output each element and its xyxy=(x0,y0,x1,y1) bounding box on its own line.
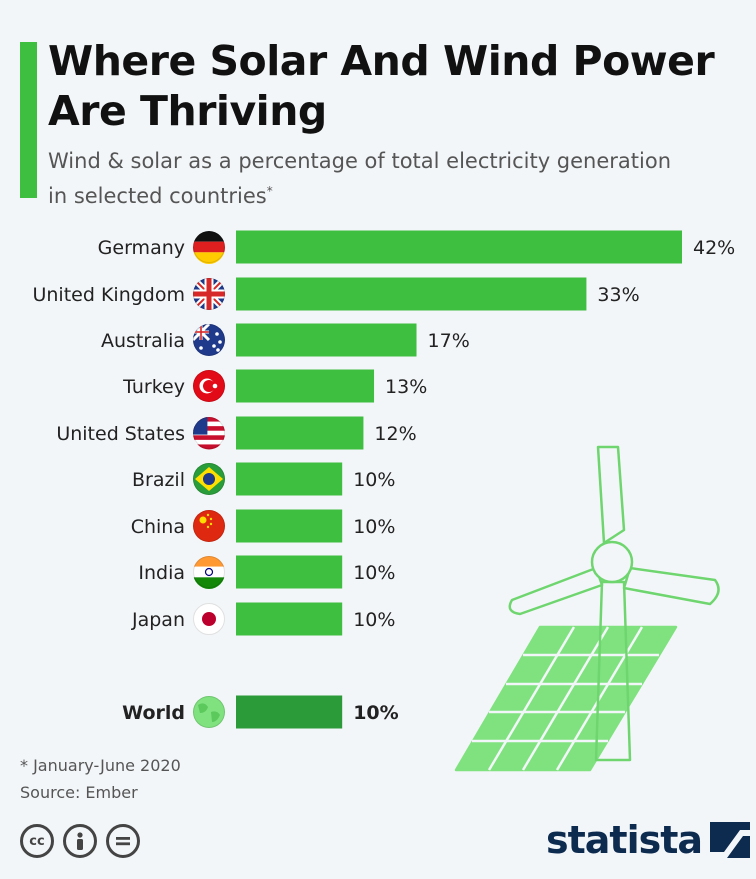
bars-layer: Germany 42%United Kingdom 33%Australia 17%T… xyxy=(32,230,735,729)
bar[interactable] xyxy=(236,416,364,450)
category-label: Australia xyxy=(101,330,185,352)
bar[interactable] xyxy=(236,695,343,729)
value-label: 10% xyxy=(353,562,395,584)
value-label: 10% xyxy=(353,516,395,538)
bar[interactable] xyxy=(236,323,417,357)
value-label: 13% xyxy=(385,376,427,398)
source: Source: Ember xyxy=(20,783,138,802)
cc-icon[interactable]: cc xyxy=(20,824,54,858)
accent-bar xyxy=(20,42,37,198)
bar[interactable] xyxy=(236,277,587,311)
germany-flag-icon xyxy=(193,231,225,264)
bar-row: United Kingdom 33% xyxy=(32,277,640,311)
bar[interactable] xyxy=(236,462,343,496)
category-label: World xyxy=(122,702,185,724)
turbine-hub xyxy=(590,540,634,584)
value-label: 10% xyxy=(353,609,395,631)
globe-icon xyxy=(193,696,225,728)
bar-row: India 10% xyxy=(138,555,395,589)
bar-row: World 10% xyxy=(122,695,399,729)
bar[interactable] xyxy=(236,555,343,589)
category-label: China xyxy=(131,516,185,538)
statista-logo-icon xyxy=(710,822,751,858)
bar-row: Brazil 10% xyxy=(132,462,395,496)
australia-flag-icon xyxy=(193,324,225,356)
india-flag-icon xyxy=(193,556,225,589)
bar-row: China 10% xyxy=(131,509,395,543)
category-label: United Kingdom xyxy=(32,284,185,306)
license-icons: cc xyxy=(20,824,140,858)
brand-wordmark: statista xyxy=(546,818,703,862)
value-label: 17% xyxy=(428,330,470,352)
bar[interactable] xyxy=(236,602,343,636)
subtitle-line-2-text: in selected countries xyxy=(48,184,267,208)
brazil-flag-icon xyxy=(193,463,225,495)
bar-row: Germany 42% xyxy=(98,230,735,264)
value-label: 10% xyxy=(353,702,398,724)
solar-panel xyxy=(454,625,678,772)
value-label: 12% xyxy=(374,423,416,445)
windmill-solar-illustration xyxy=(454,445,720,772)
us-flag-icon xyxy=(193,417,225,450)
turkey-flag-icon xyxy=(193,370,225,402)
value-label: 33% xyxy=(597,284,639,306)
subtitle-line-2: in selected countries* xyxy=(48,176,748,211)
title-line-1: Where Solar And Wind Power xyxy=(48,37,715,85)
category-label: Germany xyxy=(98,237,185,259)
category-label: Turkey xyxy=(122,376,185,398)
category-label: Japan xyxy=(131,609,185,631)
china-flag-icon xyxy=(193,510,225,542)
no-derivatives-icon[interactable] xyxy=(106,824,140,858)
turbine-blade-top xyxy=(596,445,626,545)
category-label: India xyxy=(138,562,185,584)
bar-row: Australia 17% xyxy=(101,323,470,357)
subtitle-asterisk: * xyxy=(266,184,273,198)
chart-title: Where Solar And Wind Power Are Thriving xyxy=(48,36,748,136)
uk-flag-icon xyxy=(193,278,225,310)
bar-row: United States 12% xyxy=(56,416,417,450)
bar-row: Turkey 13% xyxy=(122,369,427,403)
footnote: * January-June 2020 xyxy=(20,756,181,775)
turbine-blade-left xyxy=(508,566,604,616)
japan-flag-icon xyxy=(193,603,225,635)
subtitle-line-1: Wind & solar as a percentage of total el… xyxy=(48,149,672,173)
title-line-2: Are Thriving xyxy=(48,87,327,135)
attribution-icon[interactable] xyxy=(63,824,97,858)
bar[interactable] xyxy=(236,230,682,264)
value-label: 10% xyxy=(353,469,395,491)
bar[interactable] xyxy=(236,369,375,403)
category-label: United States xyxy=(56,423,185,445)
turbine-blade-right xyxy=(622,566,720,606)
value-label: 42% xyxy=(693,237,735,259)
bar-row: Japan 10% xyxy=(131,602,395,636)
statista-logo[interactable]: statista xyxy=(546,818,751,862)
footnote-block: * January-June 2020 Source: Ember xyxy=(20,752,181,806)
category-label: Brazil xyxy=(132,469,185,491)
chart-subtitle: Wind & solar as a percentage of total el… xyxy=(48,146,748,211)
bar[interactable] xyxy=(236,509,343,543)
